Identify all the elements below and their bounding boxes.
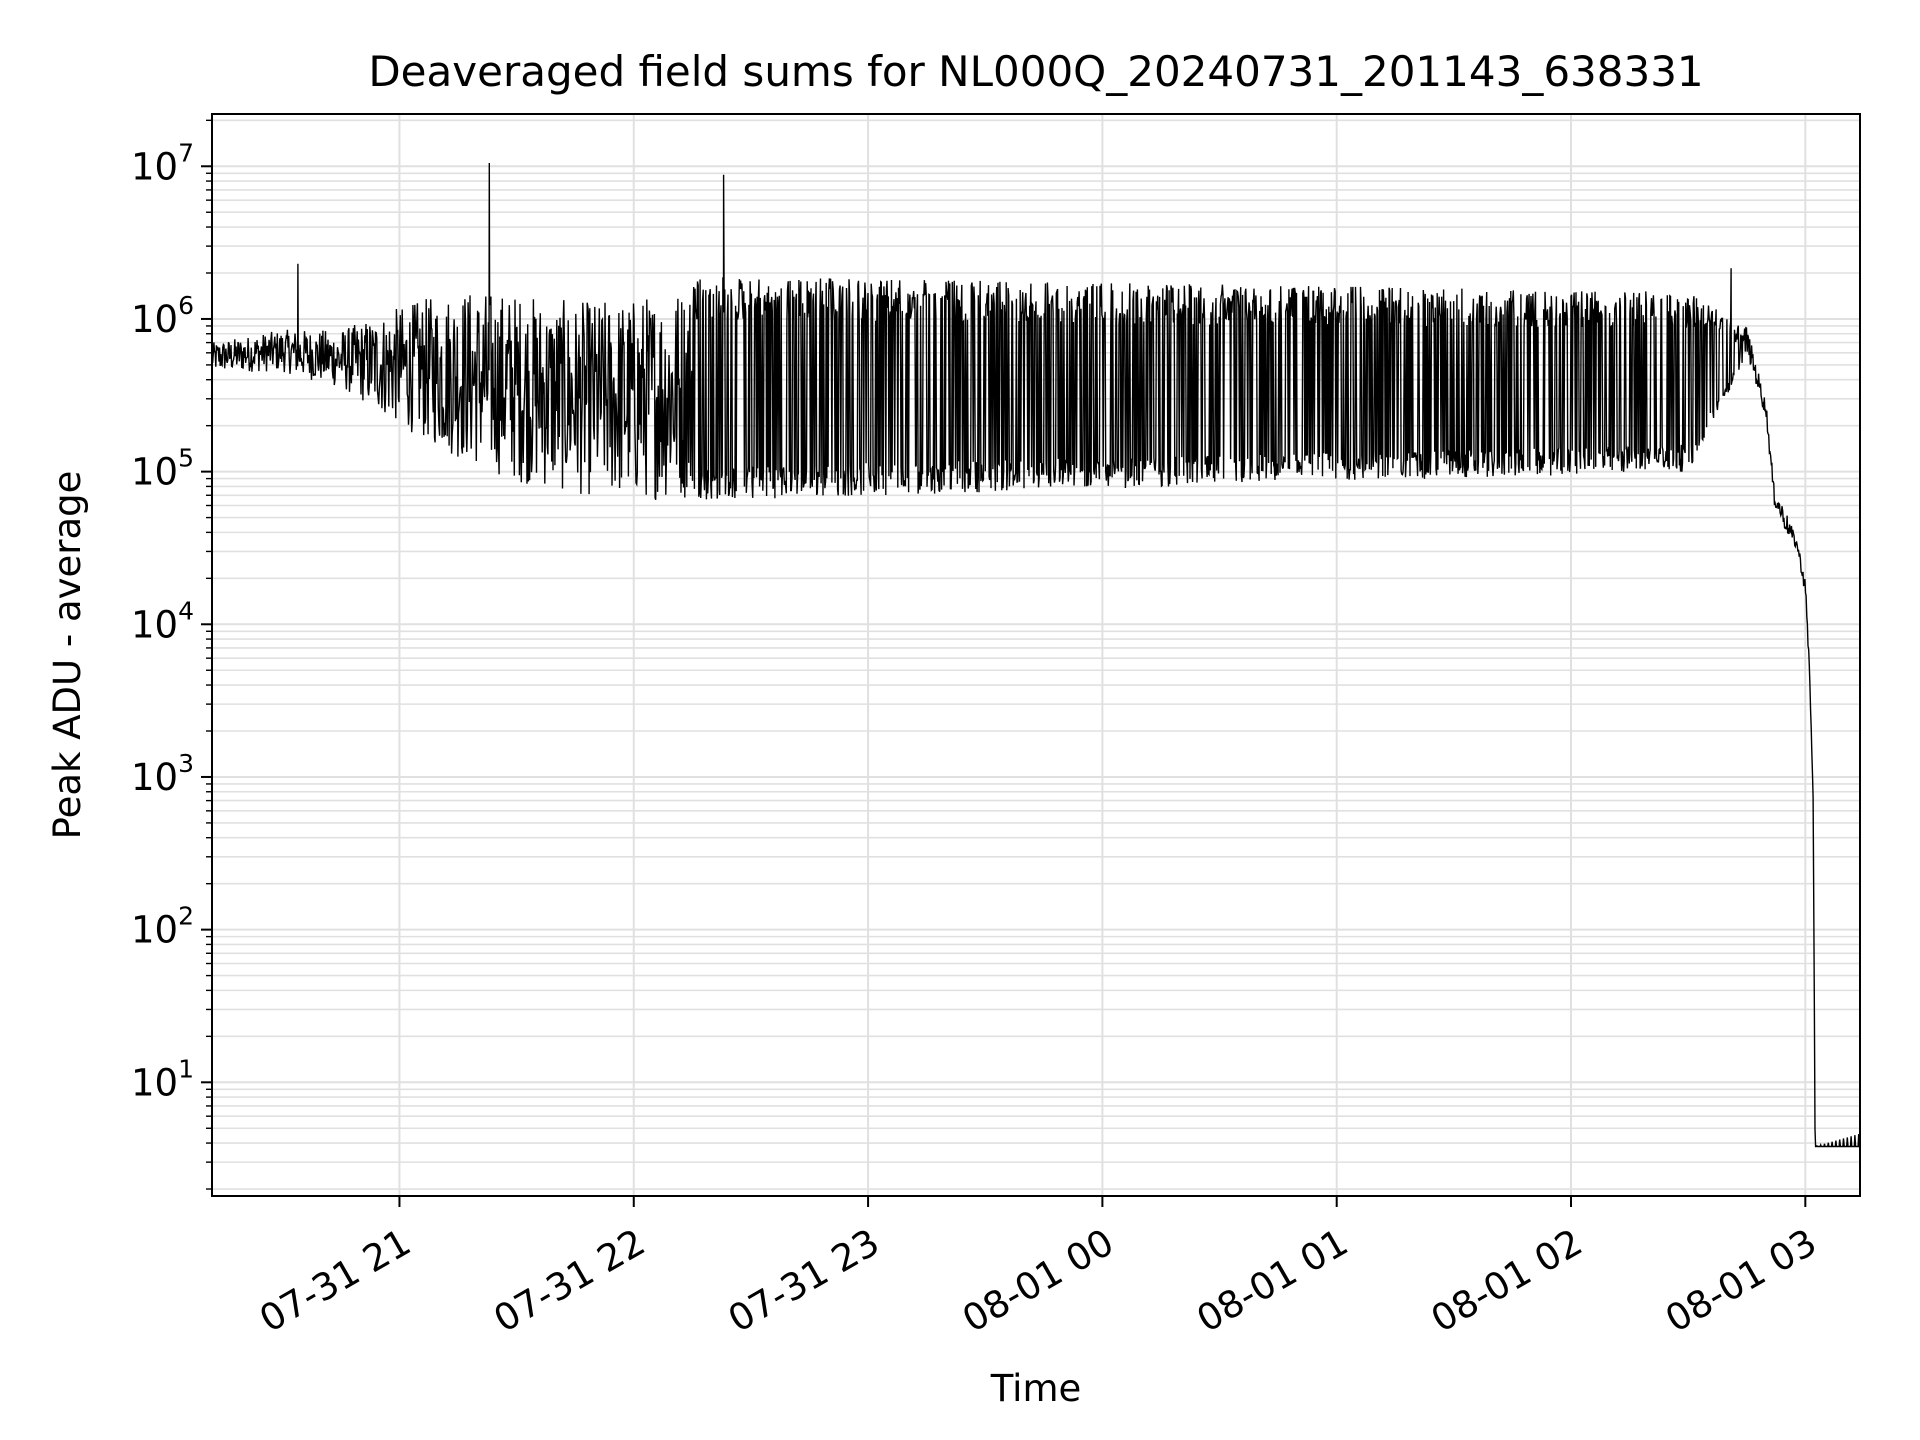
major-gridlines	[212, 114, 1860, 1196]
plot-area	[211, 162, 1861, 1148]
y-tick-label: 103	[131, 749, 194, 799]
y-tick-label: 105	[131, 444, 194, 494]
y-axis: 101 102 103 104 105 106 107	[131, 119, 212, 1190]
y-tick-label: 101	[131, 1054, 194, 1104]
y-tick-label: 106	[131, 291, 194, 341]
y-tick-label: 107	[131, 138, 194, 188]
y-tick-label: 104	[131, 596, 194, 646]
y-axis-label: Peak ADU - average	[46, 471, 89, 840]
axes-frame	[211, 113, 1861, 1197]
y-tick-label: 102	[131, 902, 194, 952]
x-axis-label: Time	[990, 1367, 1082, 1410]
chart-title: Deaveraged field sums for NL000Q_2024073…	[368, 47, 1703, 96]
series-line	[211, 162, 1861, 1148]
